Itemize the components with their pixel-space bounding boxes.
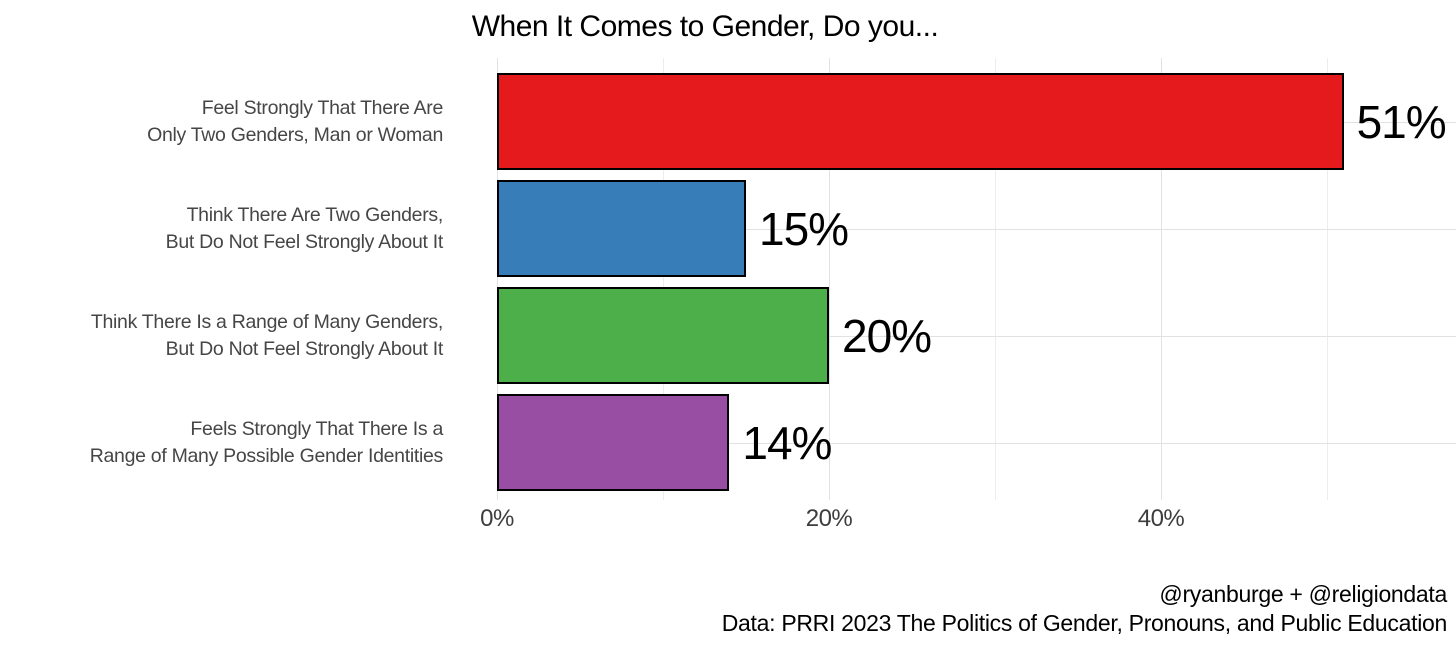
bar-value-label: 20% bbox=[842, 309, 932, 362]
caption-source: Data: PRRI 2023 The Politics of Gender, … bbox=[721, 610, 1448, 636]
gridline-major-vertical bbox=[829, 58, 830, 500]
bar bbox=[497, 394, 730, 491]
bar bbox=[497, 180, 746, 277]
category-label-line: But Do Not Feel Strongly About It bbox=[165, 230, 444, 253]
x-axis-tick-label: 20% bbox=[805, 505, 853, 532]
category-label-line: Think There Are Two Genders, bbox=[186, 203, 444, 226]
gridline-minor-vertical bbox=[663, 58, 664, 500]
bar-value-label: 51% bbox=[1356, 95, 1447, 148]
category-label-line: Feel Strongly That There Are bbox=[201, 96, 444, 119]
bar bbox=[497, 287, 829, 384]
chart-caption: @ryanburge + @religiondata Data: PRRI 20… bbox=[721, 580, 1448, 638]
x-axis: 0% 20% 40% bbox=[480, 505, 1456, 539]
category-label-line: Think There Is a Range of Many Genders, bbox=[90, 310, 443, 333]
caption-credits: @ryanburge + @religiondata bbox=[1159, 581, 1447, 607]
bar bbox=[497, 73, 1344, 170]
y-axis-category-labels: Feel Strongly That There Are Only Two Gen… bbox=[0, 58, 444, 500]
chart-title: When It Comes to Gender, Do you... bbox=[471, 10, 939, 43]
category-label-line: Range of Many Possible Gender Identities bbox=[89, 444, 444, 467]
gridline-minor-vertical bbox=[1327, 58, 1328, 500]
gridline-category-horizontal bbox=[497, 228, 1456, 230]
gridline-category-horizontal bbox=[497, 335, 1456, 337]
category-label: Think There Are Two Genders, But Do Not F… bbox=[0, 202, 444, 256]
plot-panel: 51% 15% 20% 14% bbox=[497, 58, 1456, 500]
category-label: Think There Is a Range of Many Genders, B… bbox=[0, 309, 443, 363]
x-axis-tick-label: 0% bbox=[480, 505, 514, 532]
gridline-minor-vertical bbox=[995, 58, 996, 500]
bar-value-label: 15% bbox=[759, 202, 849, 255]
category-label: Feels Strongly That There Is a Range of M… bbox=[0, 416, 444, 470]
gridline-major-vertical bbox=[1161, 58, 1162, 500]
category-label-line: Only Two Genders, Man or Woman bbox=[147, 123, 443, 146]
gridline-category-horizontal bbox=[497, 442, 1456, 444]
x-axis-tick-label: 40% bbox=[1137, 505, 1185, 532]
gridline-major-vertical bbox=[497, 58, 498, 500]
category-label: Feel Strongly That There Are Only Two Gen… bbox=[0, 95, 443, 149]
category-label-line: But Do Not Feel Strongly About It bbox=[165, 337, 444, 360]
category-label-line: Feels Strongly That There Is a bbox=[190, 417, 443, 440]
bar-value-label: 14% bbox=[742, 416, 832, 469]
